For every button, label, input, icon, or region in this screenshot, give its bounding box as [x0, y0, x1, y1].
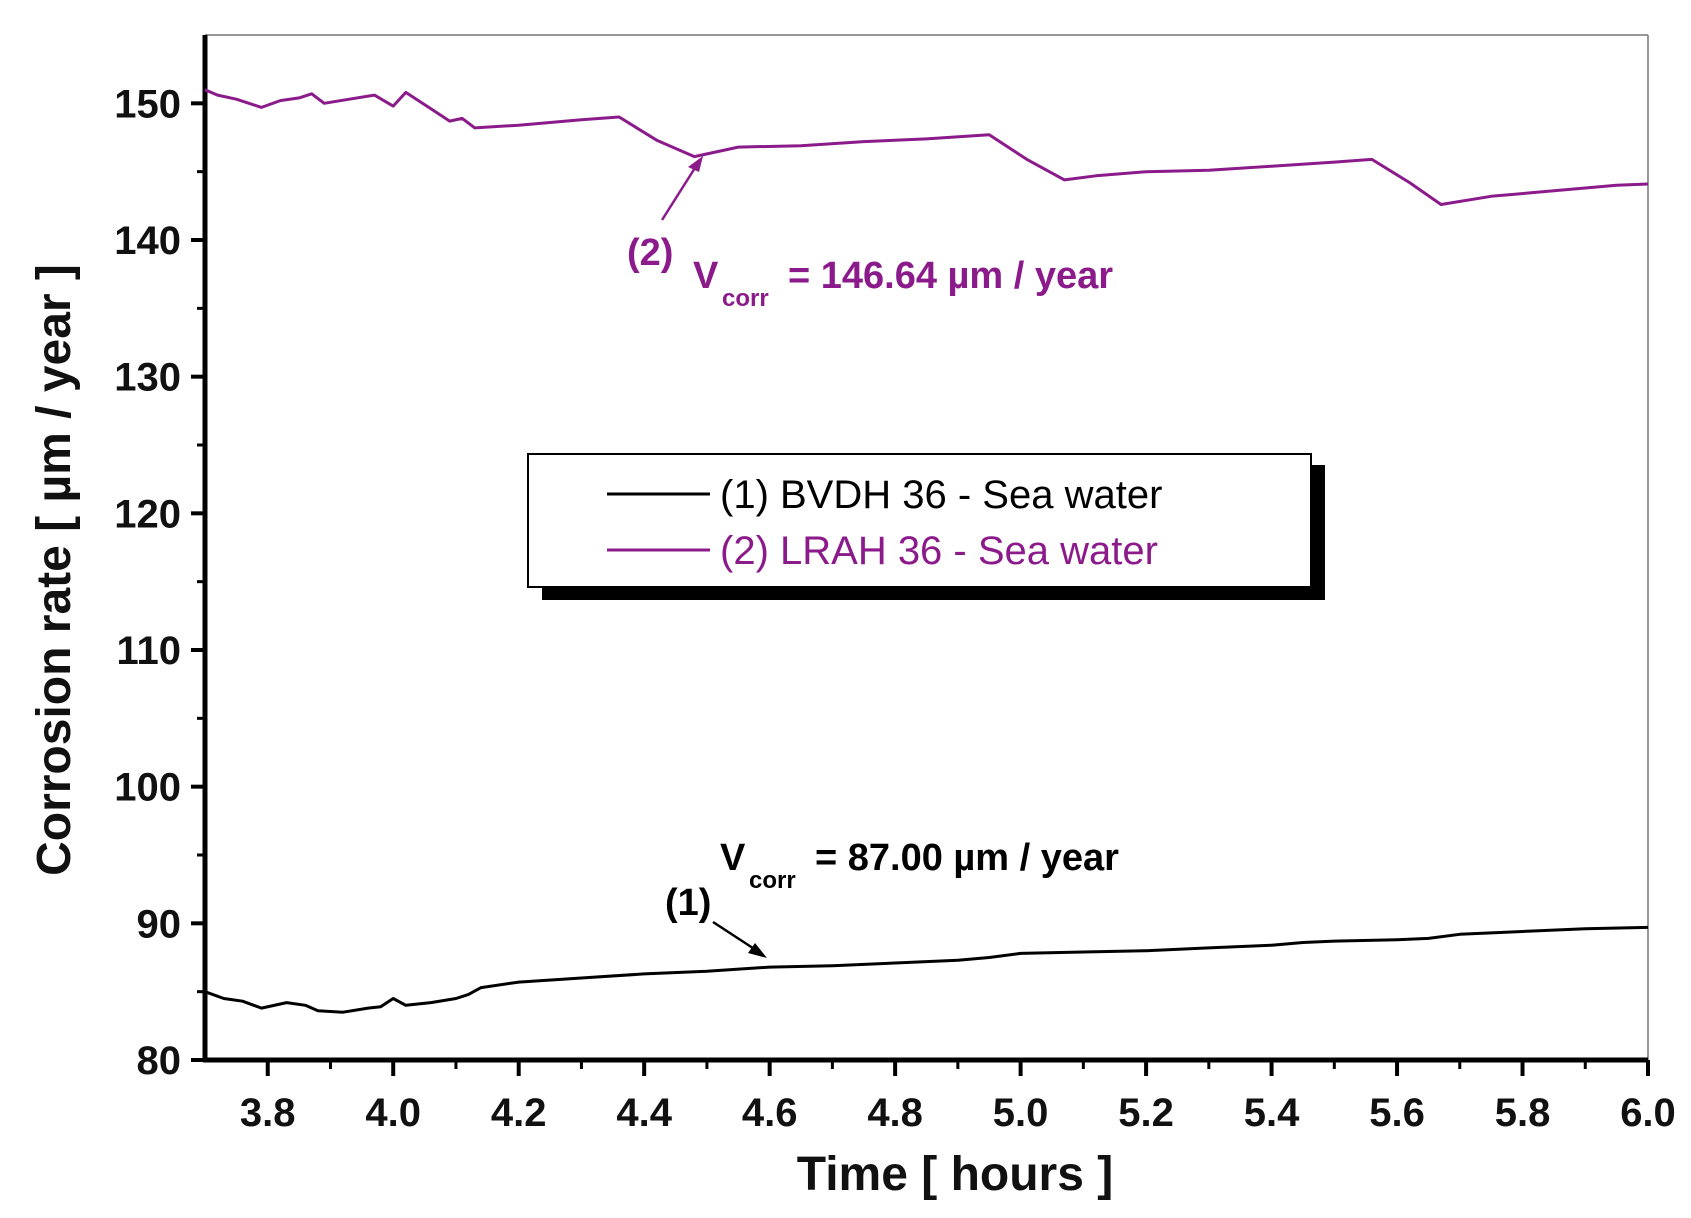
- x-tick-label: 4.4: [616, 1091, 672, 1135]
- y-tick-label: 120: [114, 492, 181, 536]
- x-axis-title: Time [ hours ]: [797, 1148, 1113, 1201]
- series-line-1: [204, 925, 1649, 1014]
- y-tick-label: 90: [137, 902, 182, 946]
- annotation-arrow-2: [660, 159, 702, 221]
- annotation-series-1: (1) V corr = 87.00 µm / year: [665, 837, 1119, 958]
- annotation-arrowhead-2: [688, 156, 703, 172]
- x-tick-label: 5.0: [993, 1091, 1049, 1135]
- x-tick-label: 5.2: [1118, 1091, 1174, 1135]
- y-tick-label: 80: [137, 1039, 182, 1083]
- axis-tick-labels: 80 90 100 110 120 130 140 150 3.8 4.0 4.2 4.4 4.6 4.8…: [114, 82, 1676, 1135]
- legend: (1) BVDH 36 - Sea water (2) LRAH 36 - Se…: [527, 453, 1325, 600]
- x-tick-label: 3.8: [240, 1091, 296, 1135]
- y-tick-label: 130: [114, 356, 181, 400]
- x-tick-label: 5.4: [1244, 1091, 1300, 1135]
- x-tick-label: 5.8: [1495, 1091, 1551, 1135]
- y-tick-label: 110: [116, 629, 181, 673]
- x-tick-label: 4.6: [742, 1091, 798, 1135]
- annotation-series-2: (2) V corr = 146.64 µm / year: [627, 156, 1113, 312]
- annotation-symbol-1: V: [720, 837, 746, 879]
- y-tick-label: 100: [114, 766, 181, 810]
- x-tick-label: 4.2: [491, 1091, 547, 1135]
- x-tick-label: 4.0: [365, 1091, 421, 1135]
- x-tick-label: 6.0: [1620, 1091, 1676, 1135]
- plot-frame: [202, 34, 1649, 1063]
- y-tick-label: 140: [114, 219, 181, 263]
- legend-label-2: (2) LRAH 36 - Sea water: [720, 529, 1158, 573]
- annotation-label-2: (2): [627, 232, 673, 274]
- annotation-label-1: (1): [665, 882, 711, 924]
- legend-label-1: (1) BVDH 36 - Sea water: [720, 473, 1162, 517]
- annotation-subscript-1: corr: [749, 867, 796, 894]
- annotation-value-1: = 87.00 µm / year: [815, 837, 1119, 879]
- x-tick-label: 5.6: [1369, 1091, 1425, 1135]
- legend-box: [527, 453, 1312, 588]
- series-line-2: [204, 88, 1649, 206]
- x-tick-label: 4.8: [867, 1091, 923, 1135]
- annotation-subscript-2: corr: [722, 285, 769, 312]
- annotation-value-2: = 146.64 µm / year: [788, 255, 1113, 297]
- y-axis-title: Corrosion rate [ µm / year ]: [28, 264, 81, 876]
- annotation-symbol-2: V: [693, 255, 719, 297]
- annotation-arrowhead-1: [748, 943, 767, 958]
- y-tick-label: 150: [114, 82, 181, 126]
- axis-ticks: [191, 101, 1650, 1076]
- data-series: [204, 88, 1649, 1014]
